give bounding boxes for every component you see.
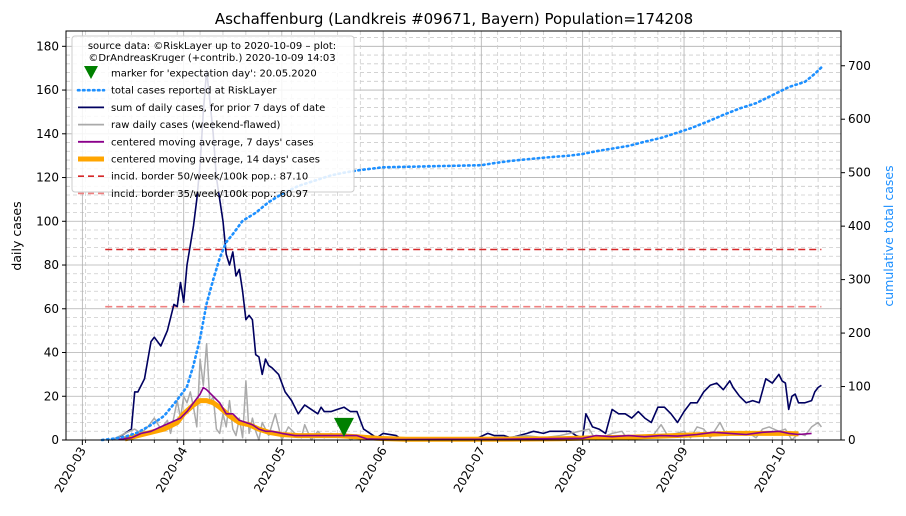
y-tick-label: 40 xyxy=(44,346,59,360)
legend: source data: ©RiskLayer up to 2020-10-09… xyxy=(71,35,355,200)
chart-title: Aschaffenburg (Landkreis #09671, Bayern)… xyxy=(215,10,693,28)
y2-tick-label: 600 xyxy=(848,112,871,126)
y2-tick-label: 400 xyxy=(848,219,871,233)
expectation-day-marker-group xyxy=(333,417,354,437)
series-line xyxy=(100,66,823,442)
y2-tick-label: 700 xyxy=(848,59,871,73)
legend-marker-icon xyxy=(84,66,98,79)
legend-label: marker for 'expectation day': 20.05.2020 xyxy=(111,69,317,80)
y-tick-label: 140 xyxy=(36,127,59,141)
y-tick-label: 120 xyxy=(36,171,59,185)
y2-tick-label: 300 xyxy=(848,273,871,287)
plot-frame xyxy=(65,30,842,441)
y2-axis-label: cumulative total cases xyxy=(881,165,896,306)
y2-tick-label: 100 xyxy=(848,380,871,394)
series-lines xyxy=(100,66,823,442)
expectation-day-marker xyxy=(333,417,354,437)
legend-label: raw daily cases (weekend-flawed) xyxy=(111,120,280,131)
y-tick-label: 20 xyxy=(44,389,59,403)
y-axis-label: daily cases xyxy=(9,201,24,270)
legend-source-line-1: source data: ©RiskLayer up to 2020-10-09… xyxy=(88,41,336,52)
legend-label: sum of daily cases, for prior 7 days of … xyxy=(111,103,325,114)
series-line xyxy=(118,386,812,441)
y2-tick-label: 0 xyxy=(848,433,856,447)
legend-label: incid. border 50/week/100k pop.: 87.10 xyxy=(111,172,308,183)
y2-tick-label: 500 xyxy=(848,166,871,180)
incidence-borders xyxy=(105,248,822,308)
y-tick-label: 0 xyxy=(51,433,59,447)
y-tick-label: 100 xyxy=(36,214,59,228)
y-tick-label: 60 xyxy=(44,302,59,316)
legend-label: centered moving average, 7 days' cases xyxy=(111,137,314,148)
legend-label: centered moving average, 14 days' cases xyxy=(111,155,320,166)
y-tick-label: 180 xyxy=(36,39,59,53)
legend-source-line-2: ©DrAndreasKruger (+contrib.) 2020-10-09 … xyxy=(88,53,335,64)
legend-label: incid. border 35/week/100k pop.: 60.97 xyxy=(111,189,308,200)
y-tick-label: 160 xyxy=(36,83,59,97)
legend-label: total cases reported at RiskLayer xyxy=(111,86,277,97)
y-tick-label: 80 xyxy=(44,258,59,272)
y2-tick-label: 200 xyxy=(848,326,871,340)
legend-box xyxy=(71,35,355,193)
